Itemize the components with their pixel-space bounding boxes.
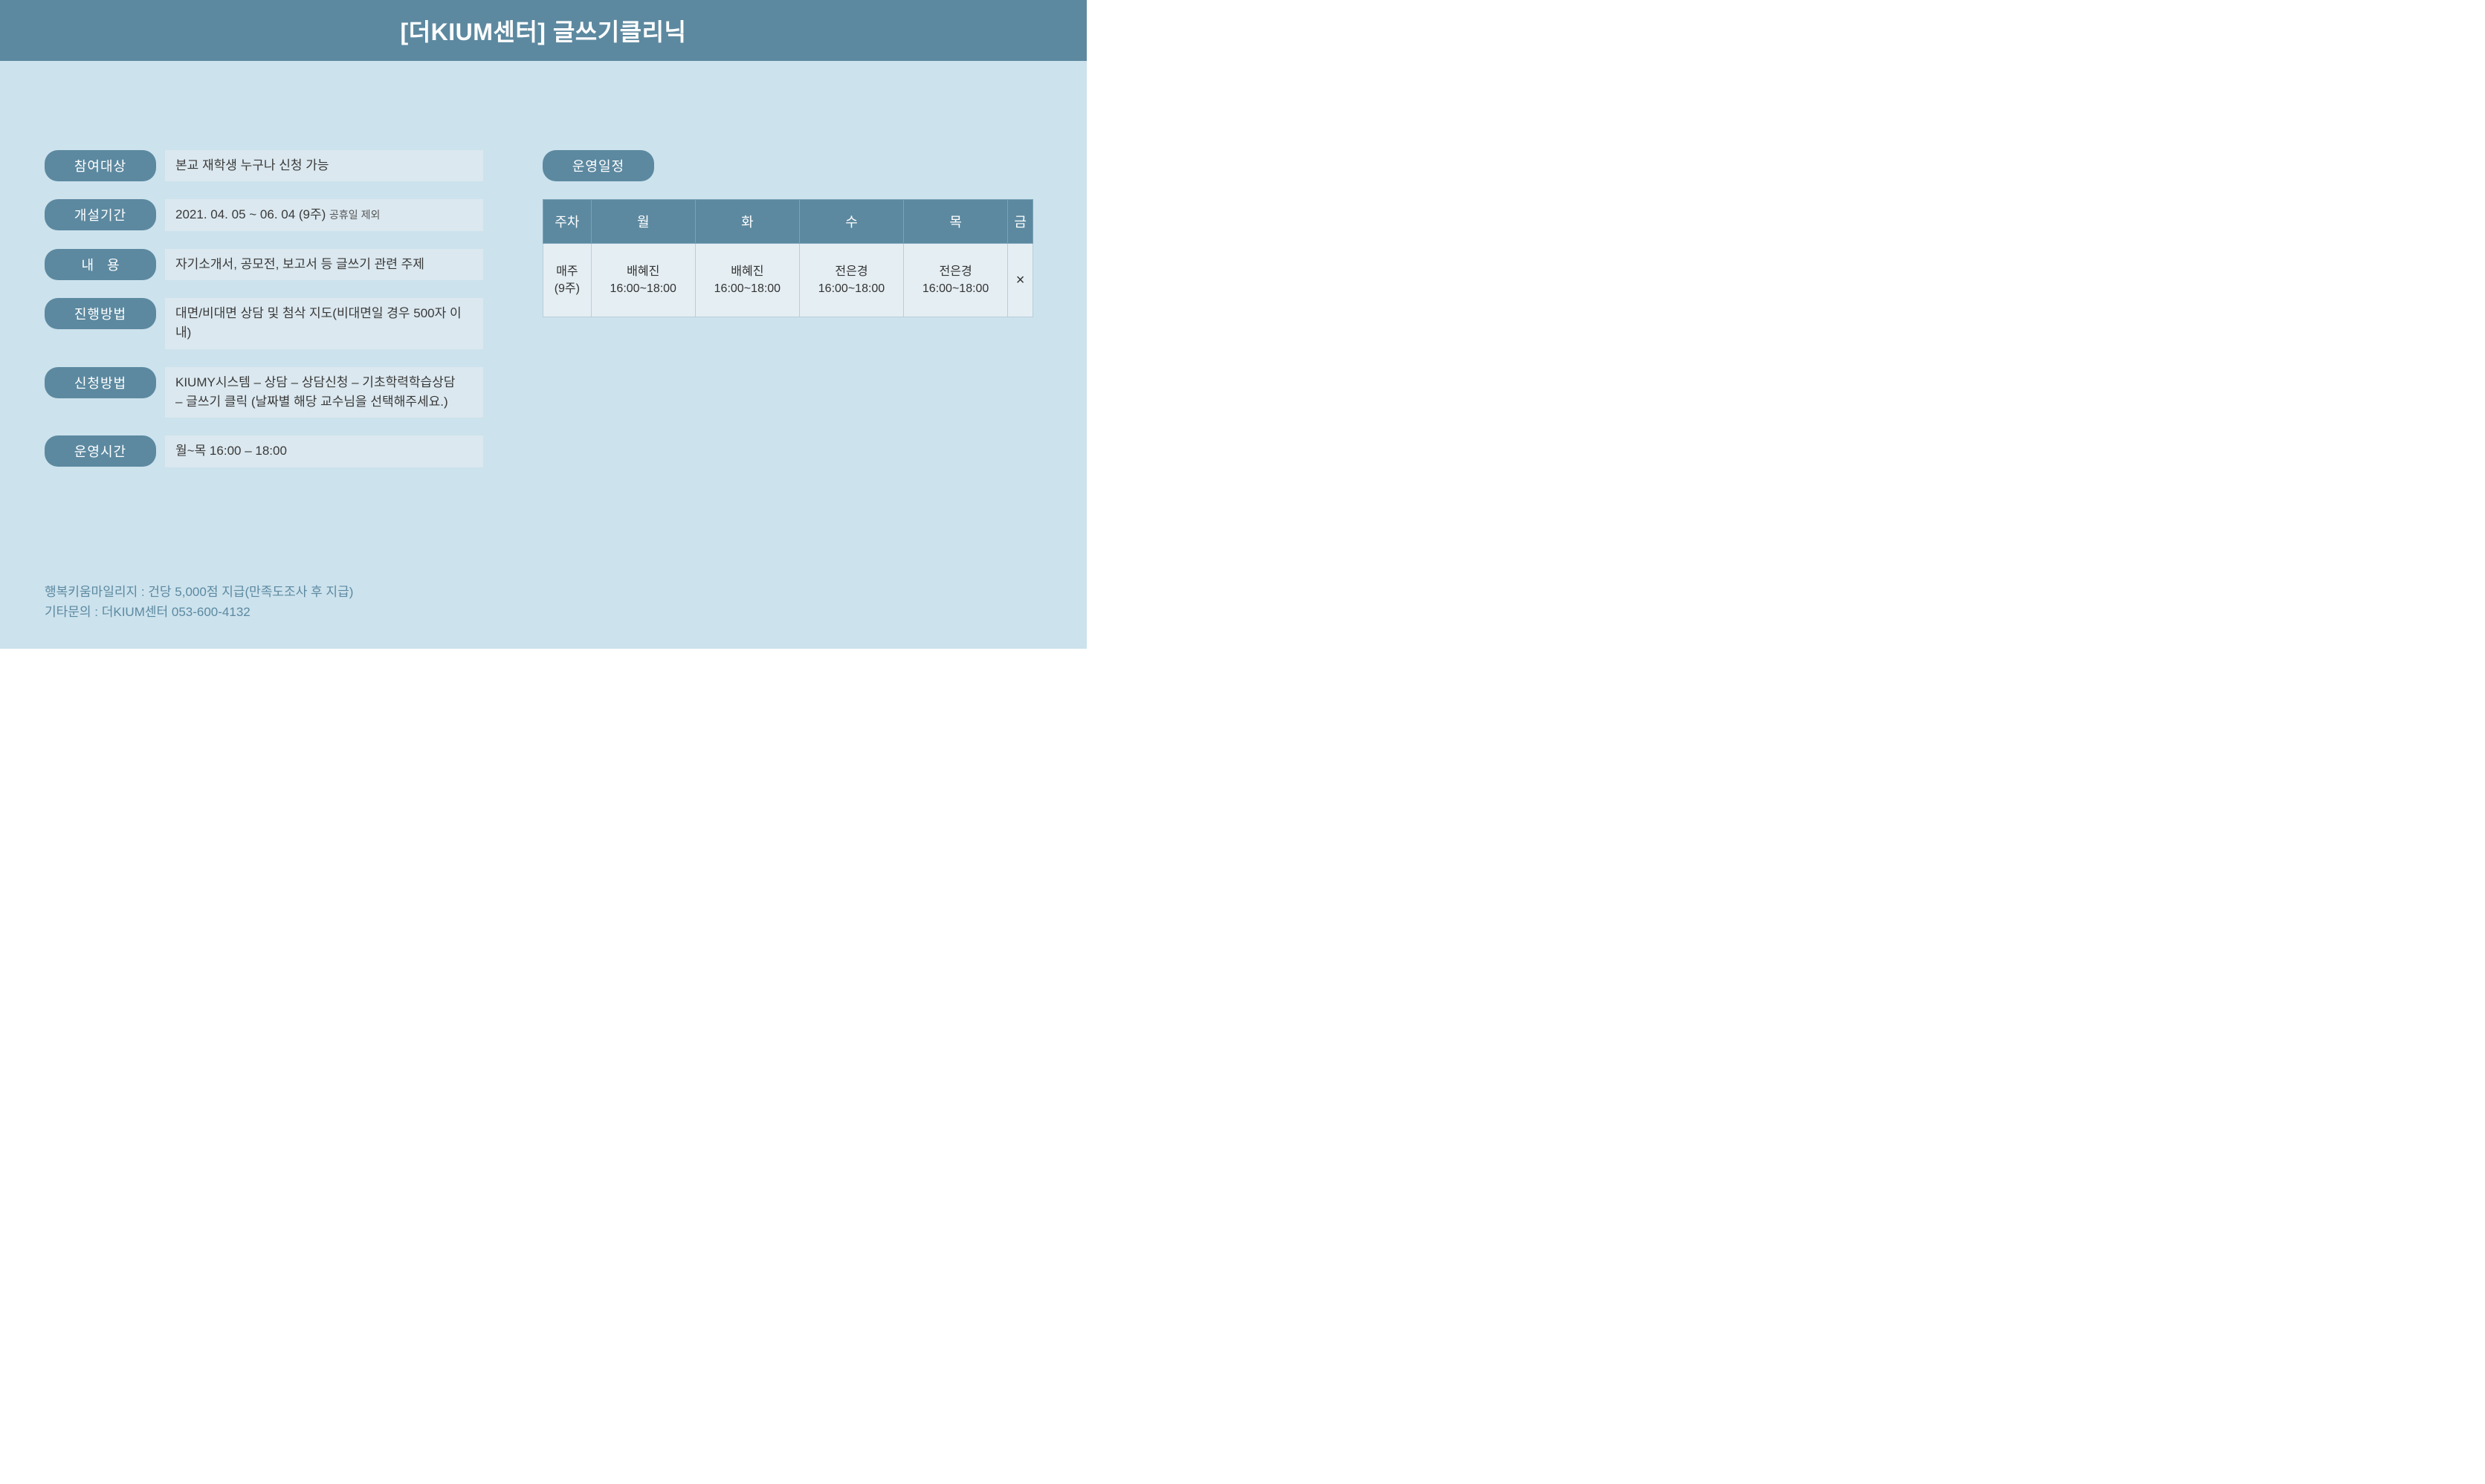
info-value: KIUMY시스템 – 상담 – 상담신청 – 기초학력학습상담 – 글쓰기 클릭… bbox=[165, 367, 483, 418]
cell-wed: 전은경 16:00~18:00 bbox=[799, 244, 903, 317]
cell-week: 매주 (9주) bbox=[543, 244, 592, 317]
col-mon: 월 bbox=[591, 200, 695, 244]
info-row-target: 참여대상 본교 재학생 누구나 신청 가능 bbox=[45, 150, 483, 181]
cell-mon: 배혜진 16:00~18:00 bbox=[591, 244, 695, 317]
info-row-method: 진행방법 대면/비대면 상담 및 첨삭 지도(비대면일 경우 500자 이내) bbox=[45, 298, 483, 349]
schedule-label-wrap: 운영일정 bbox=[543, 150, 1033, 181]
info-row-hours: 운영시간 월~목 16:00 – 18:00 bbox=[45, 435, 483, 467]
info-value-text: 2021. 04. 05 ~ 06. 04 (9주) bbox=[175, 207, 326, 221]
info-value: 대면/비대면 상담 및 첨삭 지도(비대면일 경우 500자 이내) bbox=[165, 298, 483, 349]
page: [더KIUM센터] 글쓰기클리닉 참여대상 본교 재학생 누구나 신청 가능 개… bbox=[0, 0, 1087, 649]
info-label: 진행방법 bbox=[45, 298, 156, 329]
info-value-sub: 공휴일 제외 bbox=[329, 209, 380, 221]
info-label: 신청방법 bbox=[45, 367, 156, 398]
content-area: 참여대상 본교 재학생 누구나 신청 가능 개설기간 2021. 04. 05 … bbox=[0, 61, 1087, 485]
header-bar: [더KIUM센터] 글쓰기클리닉 bbox=[0, 0, 1087, 61]
info-value: 자기소개서, 공모전, 보고서 등 글쓰기 관련 주제 bbox=[165, 249, 483, 280]
footer-notes: 행복키움마일리지 : 건당 5,000점 지급(만족도조사 후 지급) 기타문의… bbox=[45, 583, 353, 622]
info-label: 내용 bbox=[45, 249, 156, 280]
cell-tue: 배혜진 16:00~18:00 bbox=[695, 244, 799, 317]
col-thu: 목 bbox=[904, 200, 1008, 244]
col-wed: 수 bbox=[799, 200, 903, 244]
col-tue: 화 bbox=[695, 200, 799, 244]
table-row: 매주 (9주) 배혜진 16:00~18:00 배혜진 16:00~18:00 … bbox=[543, 244, 1033, 317]
schedule-column: 운영일정 주차 월 화 수 목 금 매주 (9주) 배혜진 bbox=[543, 150, 1033, 485]
footer-line-mileage: 행복키움마일리지 : 건당 5,000점 지급(만족도조사 후 지급) bbox=[45, 583, 353, 602]
info-label: 개설기간 bbox=[45, 199, 156, 230]
info-row-apply: 신청방법 KIUMY시스템 – 상담 – 상담신청 – 기초학력학습상담 – 글… bbox=[45, 367, 483, 418]
schedule-table: 주차 월 화 수 목 금 매주 (9주) 배혜진 16:00~18:00 배혜진… bbox=[543, 199, 1033, 317]
info-label: 참여대상 bbox=[45, 150, 156, 181]
info-value: 2021. 04. 05 ~ 06. 04 (9주) 공휴일 제외 bbox=[165, 199, 483, 230]
footer-line-contact: 기타문의 : 더KIUM센터 053-600-4132 bbox=[45, 603, 353, 622]
schedule-label: 운영일정 bbox=[543, 150, 654, 181]
info-value: 본교 재학생 누구나 신청 가능 bbox=[165, 150, 483, 181]
page-title: [더KIUM센터] 글쓰기클리닉 bbox=[401, 13, 687, 48]
info-row-content: 내용 자기소개서, 공모전, 보고서 등 글쓰기 관련 주제 bbox=[45, 249, 483, 280]
table-header-row: 주차 월 화 수 목 금 bbox=[543, 200, 1033, 244]
cell-thu: 전은경 16:00~18:00 bbox=[904, 244, 1008, 317]
info-label: 운영시간 bbox=[45, 435, 156, 467]
cell-fri: × bbox=[1008, 244, 1033, 317]
col-week: 주차 bbox=[543, 200, 592, 244]
info-value: 월~목 16:00 – 18:00 bbox=[165, 435, 483, 467]
col-fri: 금 bbox=[1008, 200, 1033, 244]
info-row-period: 개설기간 2021. 04. 05 ~ 06. 04 (9주) 공휴일 제외 bbox=[45, 199, 483, 230]
info-column: 참여대상 본교 재학생 누구나 신청 가능 개설기간 2021. 04. 05 … bbox=[45, 150, 483, 485]
